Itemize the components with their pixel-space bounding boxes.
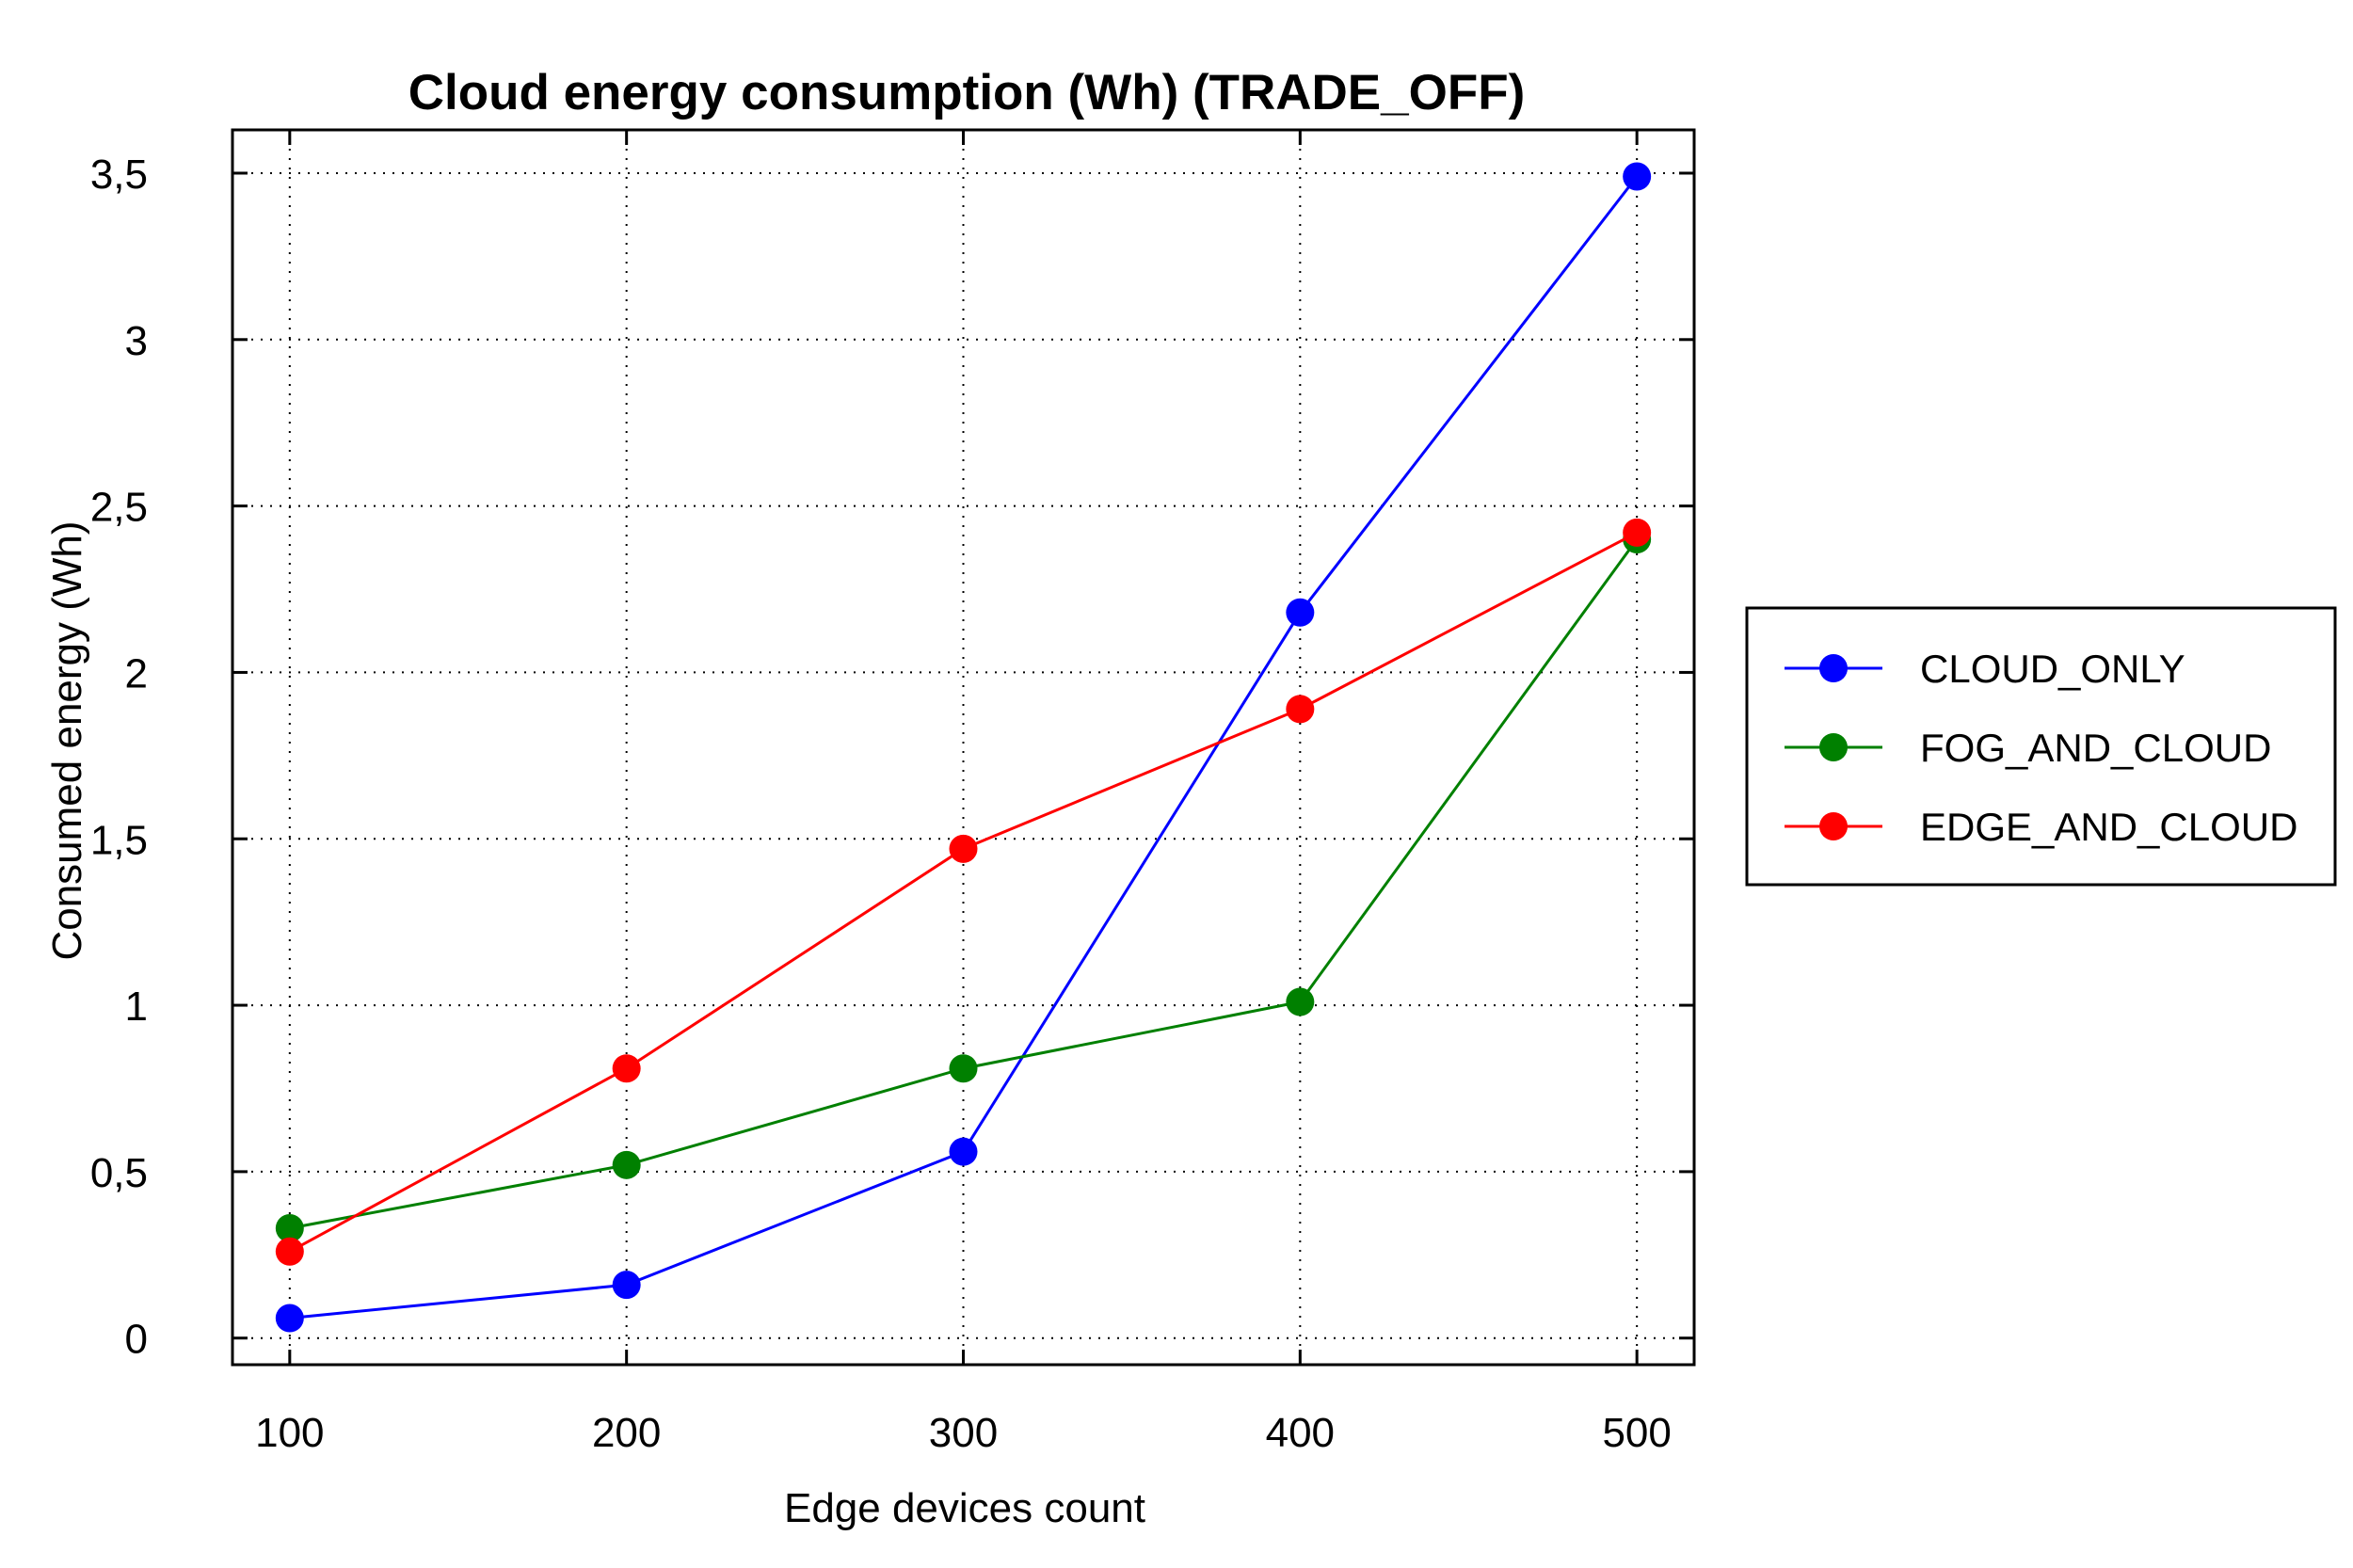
data-point-edge-and-cloud	[1623, 518, 1652, 547]
data-point-fog-and-cloud	[1286, 987, 1315, 1016]
data-point-cloud-only	[1623, 162, 1652, 191]
legend-label-cloud-only: CLOUD_ONLY	[1920, 647, 2185, 691]
y-tick-label: 1,5	[90, 817, 148, 863]
data-point-fog-and-cloud	[275, 1214, 304, 1243]
y-tick-label: 2	[125, 650, 148, 696]
y-tick-label: 0	[125, 1317, 148, 1363]
legend-marker-cloud-only	[1819, 654, 1848, 682]
legend-marker-fog-and-cloud	[1819, 733, 1848, 761]
data-point-cloud-only	[949, 1137, 978, 1166]
legend-marker-edge-and-cloud	[1819, 812, 1848, 840]
chart-title: Cloud energy consumption (Wh) (TRADE_OFF…	[408, 65, 1526, 120]
grid	[232, 130, 1694, 1365]
x-axis-label: Edge devices count	[784, 1485, 1145, 1531]
y-tick-label: 3,5	[90, 152, 148, 198]
data-point-cloud-only	[1286, 598, 1315, 627]
x-tick-label: 300	[929, 1410, 998, 1456]
legend-label-edge-and-cloud: EDGE_AND_CLOUD	[1920, 805, 2297, 849]
data-point-fog-and-cloud	[612, 1150, 641, 1179]
plot-frame	[231, 128, 1696, 1367]
legend-label-fog-and-cloud: FOG_AND_CLOUD	[1920, 726, 2271, 770]
data-point-edge-and-cloud	[612, 1054, 641, 1083]
legend: CLOUD_ONLY FOG_AND_CLOUD EDGE_AND_CLOUD	[1745, 606, 2337, 887]
x-tick-label: 100	[255, 1410, 324, 1456]
data-point-fog-and-cloud	[949, 1054, 978, 1083]
data-point-cloud-only	[275, 1304, 304, 1333]
x-tick-label: 500	[1602, 1410, 1671, 1456]
y-tick-label: 1	[125, 984, 148, 1030]
y-axis-label: Consumed energy (Wh)	[44, 520, 90, 960]
data-point-cloud-only	[612, 1271, 641, 1300]
data-point-edge-and-cloud	[275, 1237, 304, 1266]
x-tick-label: 400	[1266, 1410, 1335, 1456]
y-tick-label: 3	[125, 318, 148, 364]
y-tick-label: 0,5	[90, 1150, 148, 1196]
y-tick-label: 2,5	[90, 485, 148, 531]
series-group	[275, 162, 1652, 1333]
data-point-edge-and-cloud	[949, 834, 978, 863]
axis-ticks: 0 0,5 1 1,5 2 2,5 3 3,5 100 200 300 400 500	[90, 130, 1694, 1456]
data-point-edge-and-cloud	[1286, 695, 1315, 724]
x-tick-label: 200	[592, 1410, 661, 1456]
